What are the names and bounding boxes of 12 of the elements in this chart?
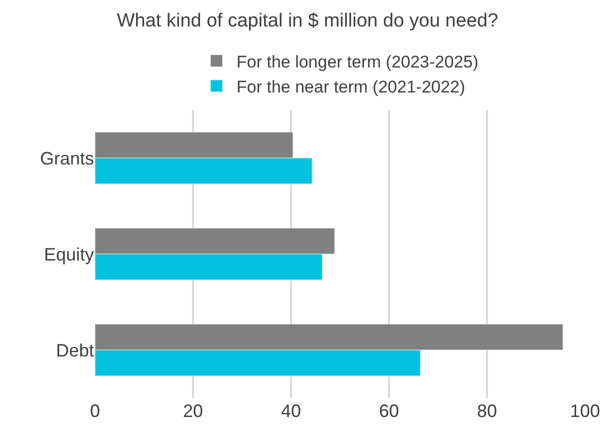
x-tick-label: 80: [476, 401, 498, 421]
x-tick-label: 40: [280, 401, 302, 421]
x-tick-label: 0: [90, 401, 100, 421]
x-tick-label: 100: [570, 401, 600, 421]
legend-label: For the near term (2021-2022): [236, 78, 466, 97]
y-tick-label: Grants: [40, 148, 94, 168]
chart-title: What kind of capital in $ million do you need?: [116, 10, 498, 32]
x-tick-label: 20: [182, 401, 204, 421]
legend-label: For the longer term (2023-2025): [236, 52, 478, 72]
x-tick-label: 60: [378, 401, 400, 421]
y-tick-label: Debt: [56, 340, 94, 360]
y-tick-label: Equity: [44, 244, 94, 264]
